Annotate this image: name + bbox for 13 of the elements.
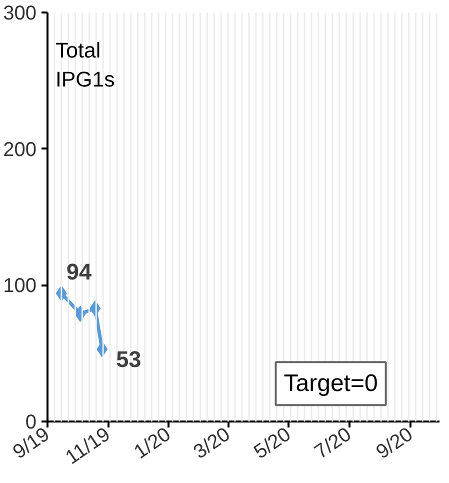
text: Total IPG1s [56,38,115,92]
annotation: Target=0 [284,370,378,398]
x-tick-label: 1/20 [130,423,175,464]
x-tick-label: 3/20 [190,423,234,464]
y-tick-label: 300 [3,2,37,24]
y-tick-label: 0 [25,412,36,434]
data-label: 94 [66,258,92,284]
y-tick-label: 200 [3,138,37,161]
x-tick-label: 5/20 [250,423,295,464]
x-tick-label: 9/20 [372,423,417,464]
y-tick-label: 100 [3,275,37,298]
x-tick-label: 7/20 [310,423,356,464]
data-label: 53 [116,346,142,372]
